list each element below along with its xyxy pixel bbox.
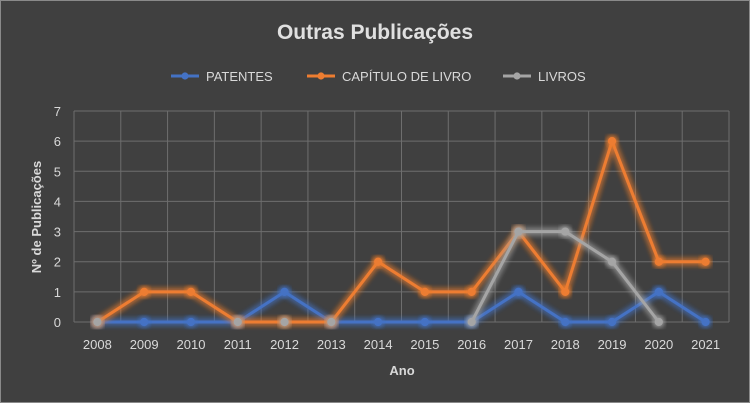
x-tick-label: 2016 (457, 337, 486, 352)
x-tick-label: 2008 (83, 337, 112, 352)
legend-item: LIVROS (503, 69, 586, 84)
series-livros (93, 227, 663, 327)
data-point (654, 257, 663, 266)
series-line (95, 290, 708, 324)
data-point (701, 257, 710, 266)
data-point (327, 317, 336, 327)
data-point (654, 317, 663, 327)
y-tick-label: 3 (54, 225, 61, 240)
x-tick-label: 2019 (598, 337, 627, 352)
data-point (140, 287, 149, 296)
legend-swatch-marker (317, 72, 325, 80)
legend-item: CAPÍTULO DE LIVRO (307, 69, 471, 84)
legend-swatch-marker (513, 72, 521, 80)
series-group (93, 137, 710, 327)
data-point (654, 287, 663, 296)
y-tick-label: 7 (54, 104, 61, 119)
x-tick-label: 2013 (317, 337, 346, 352)
data-point (233, 317, 242, 327)
y-tick-label: 1 (54, 285, 61, 300)
y-tick-label: 5 (54, 164, 61, 179)
legend: PATENTES CAPÍTULO DE LIVRO LIVROS (171, 69, 586, 84)
data-point (374, 317, 383, 327)
data-point (607, 137, 617, 146)
data-point (374, 257, 383, 266)
series-line (95, 139, 708, 324)
legend-swatch-marker (181, 72, 189, 80)
grid (73, 110, 730, 323)
x-tick-label: 2018 (551, 337, 580, 352)
legend-item: PATENTES (171, 69, 273, 84)
x-tick-label: 2010 (177, 337, 206, 352)
data-point (514, 287, 523, 296)
x-tick-label: 2020 (644, 337, 673, 352)
data-point (607, 317, 617, 327)
data-point (607, 257, 617, 266)
data-point (186, 317, 196, 327)
y-axis-label: Nº de Publicações (29, 161, 44, 273)
data-point (140, 317, 149, 327)
y-tick-label: 0 (54, 315, 61, 330)
x-tick-label: 2014 (364, 337, 393, 352)
data-point (514, 227, 523, 236)
data-point (467, 287, 476, 296)
y-tick-label: 2 (54, 255, 61, 270)
x-tick-label: 2011 (224, 337, 252, 352)
data-point (280, 317, 289, 327)
y-tick-label: 6 (54, 134, 61, 149)
data-point (701, 317, 710, 327)
data-point (561, 227, 570, 236)
y-axis-ticks: 0 1 2 3 4 5 6 7 (54, 104, 61, 330)
chart-title: Outras Publicações (277, 21, 473, 44)
x-axis-ticks: 2008 2009 2010 2011 2012 2013 2014 2015 2016 2017… (83, 337, 720, 352)
x-tick-label: 2017 (504, 337, 533, 352)
data-point (467, 317, 476, 327)
data-point (93, 317, 102, 327)
data-point (420, 287, 429, 296)
x-tick-label: 2021 (691, 337, 720, 352)
legend-label: LIVROS (538, 69, 586, 84)
data-point (280, 287, 289, 296)
legend-label: CAPÍTULO DE LIVRO (342, 69, 471, 84)
data-point (561, 287, 570, 296)
legend-label: PATENTES (206, 69, 273, 84)
x-tick-label: 2009 (130, 337, 159, 352)
x-tick-label: 2015 (410, 337, 439, 352)
data-point (420, 317, 429, 327)
x-axis-label: Ano (389, 363, 414, 378)
data-point (186, 287, 196, 296)
x-tick-label: 2012 (270, 337, 299, 352)
y-tick-label: 4 (54, 194, 61, 209)
data-point (561, 317, 570, 327)
